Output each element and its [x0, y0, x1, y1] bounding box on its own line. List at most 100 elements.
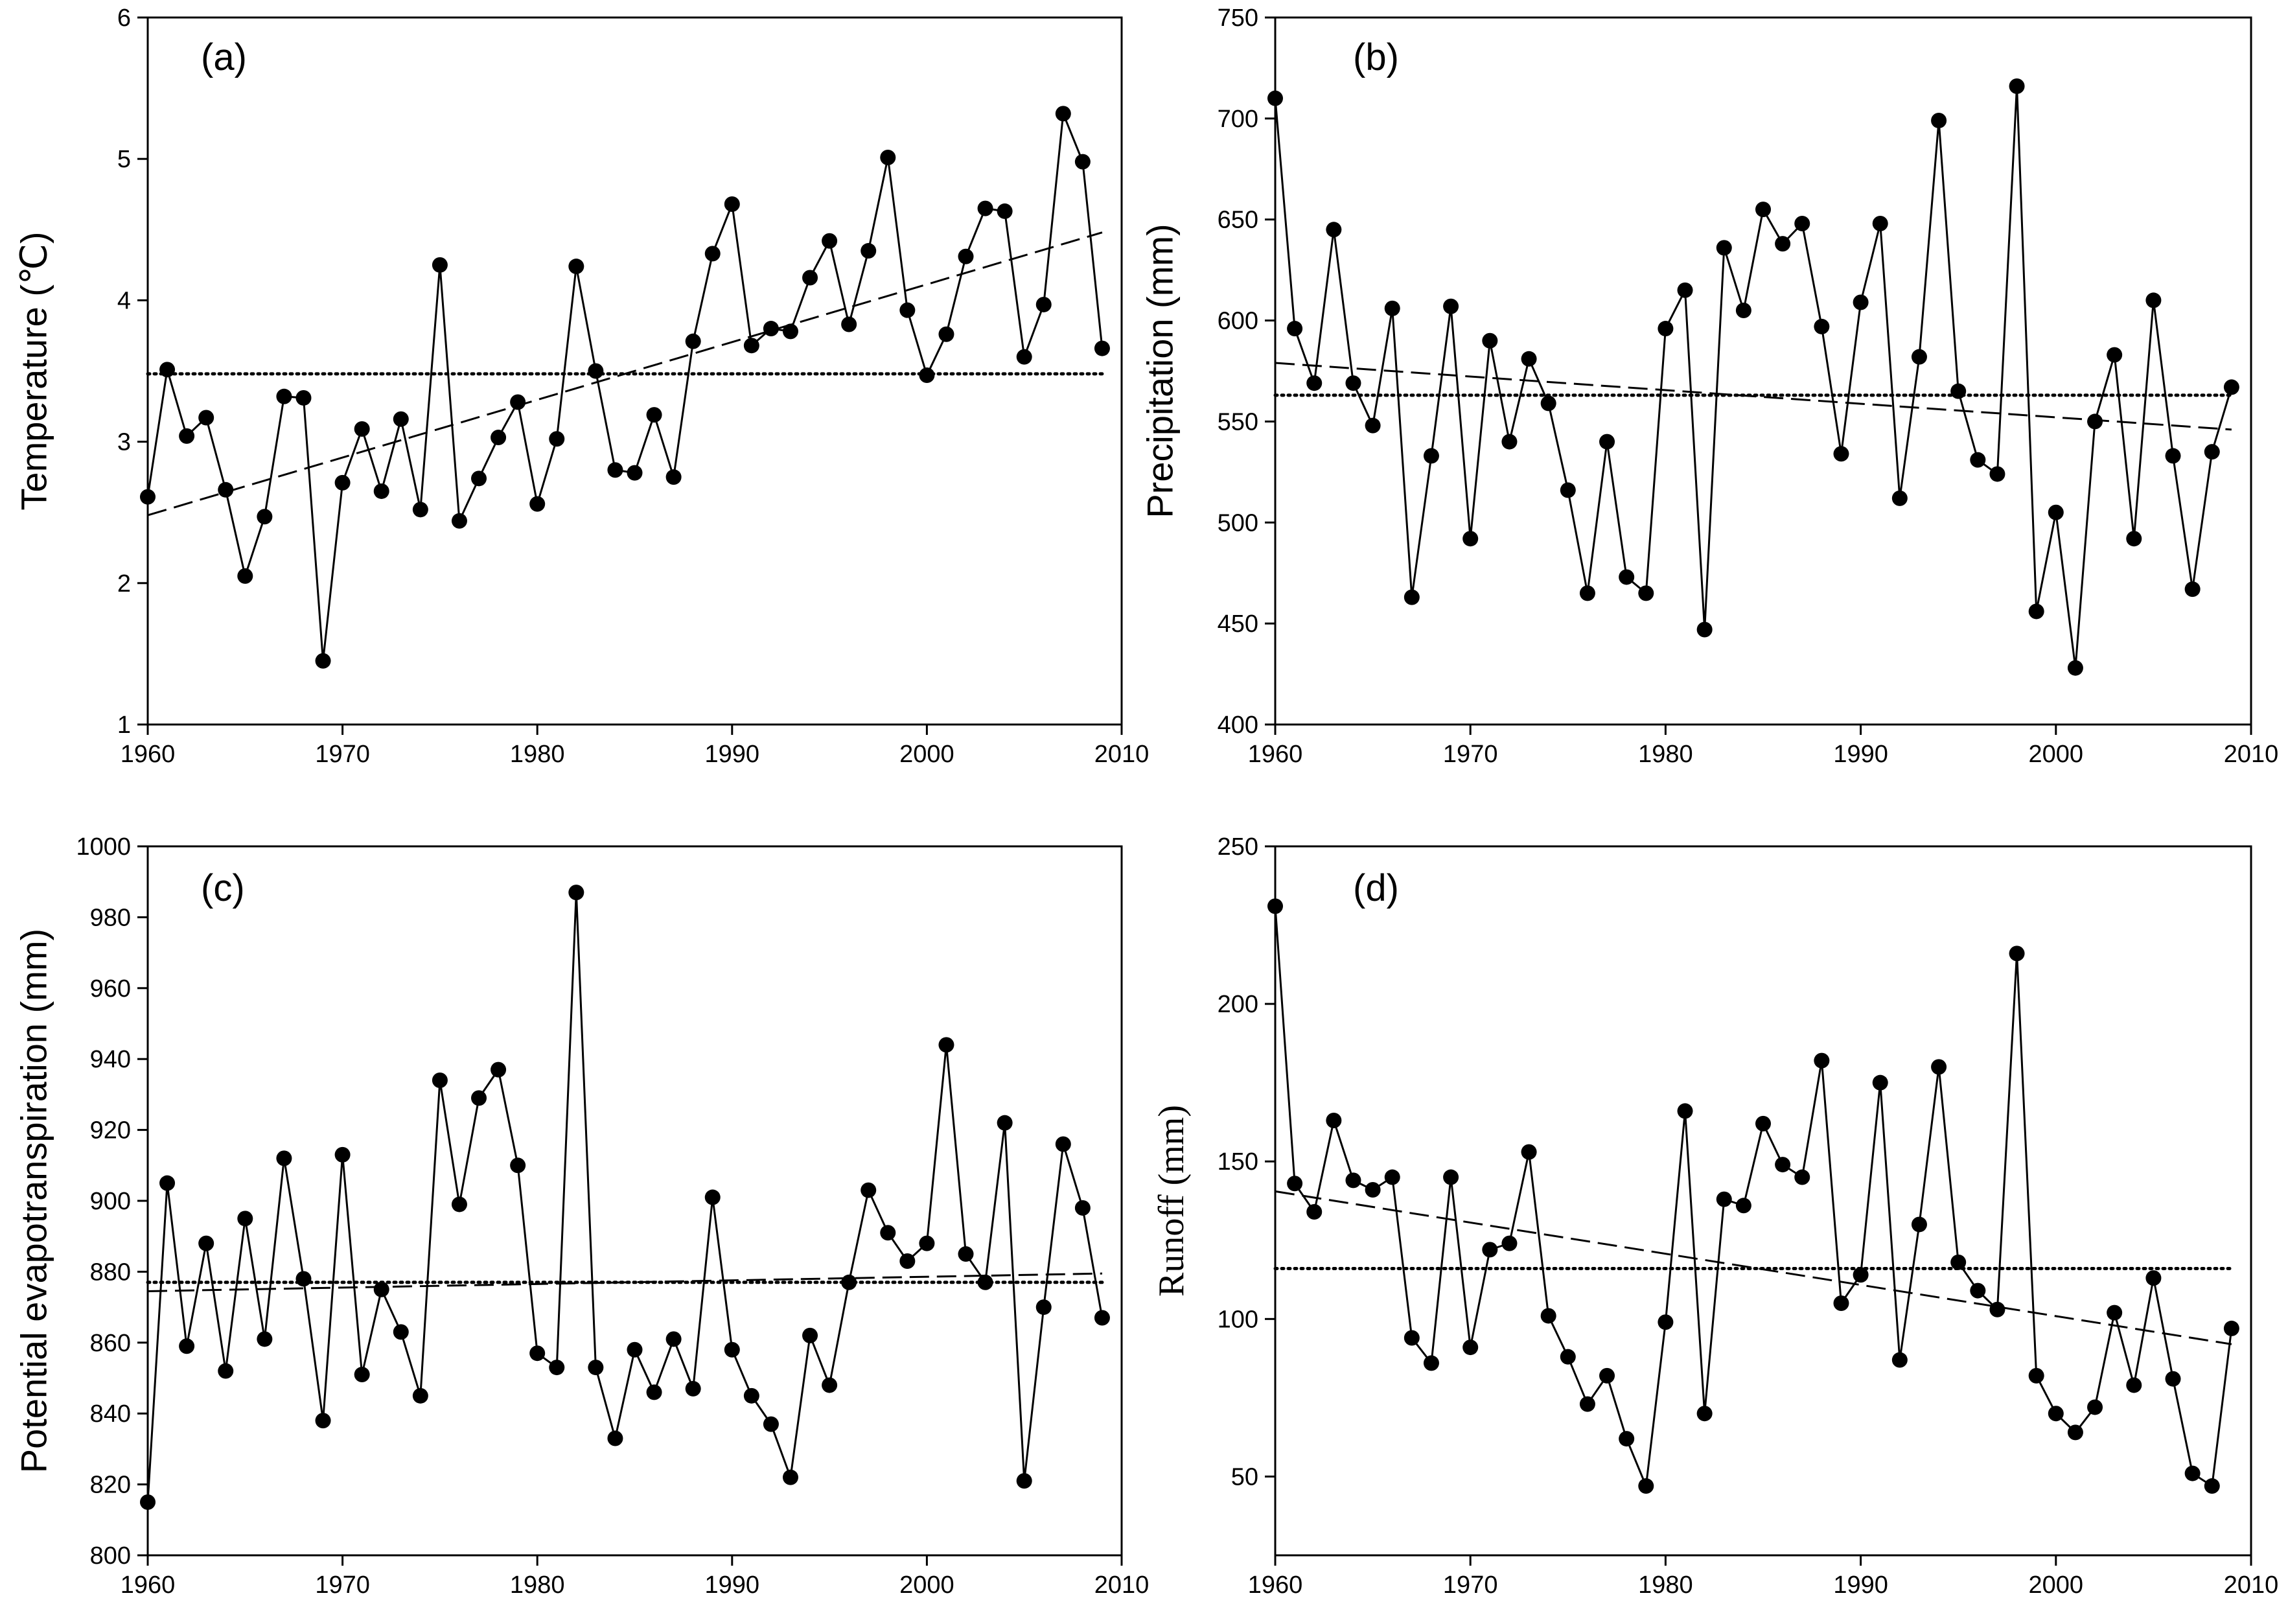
- x-tick-label: 1980: [1638, 741, 1693, 768]
- data-point: [1404, 1330, 1420, 1346]
- data-point: [1931, 112, 1947, 128]
- data-point: [1016, 349, 1032, 365]
- data-point: [704, 1189, 721, 1205]
- data-point: [1443, 1169, 1459, 1185]
- x-tick-label: 2010: [1094, 1572, 1150, 1599]
- data-point: [899, 302, 916, 318]
- data-point: [861, 243, 877, 259]
- data-point: [861, 1182, 877, 1198]
- panel-label: (b): [1353, 36, 1399, 78]
- x-tick-label: 2010: [2224, 741, 2279, 768]
- data-point: [2028, 1367, 2044, 1384]
- data-point: [1931, 1059, 1947, 1075]
- data-point: [1482, 1242, 1498, 1258]
- data-point: [1696, 621, 1713, 638]
- data-point: [1833, 446, 1849, 462]
- data-point: [276, 388, 292, 404]
- data-point: [159, 1175, 176, 1191]
- trend-line: [147, 1272, 1102, 1292]
- data-point: [607, 1430, 623, 1446]
- data-point: [1521, 1144, 1537, 1160]
- data-point: [218, 481, 234, 498]
- data-point: [1345, 1172, 1361, 1189]
- data-point: [1716, 1191, 1732, 1207]
- y-tick-label: 650: [1218, 207, 1258, 234]
- data-point: [1287, 1176, 1303, 1192]
- data-point: [1501, 434, 1518, 450]
- data-point: [510, 1157, 526, 1174]
- data-point: [997, 1115, 1013, 1131]
- plot-frame: [1274, 16, 2252, 726]
- data-point: [822, 1377, 838, 1393]
- data-point: [1055, 1136, 1071, 1152]
- x-tick-label: 1990: [705, 741, 760, 768]
- data-point: [1074, 1200, 1091, 1216]
- y-tick-label: 1000: [76, 833, 131, 861]
- y-tick-label: 4: [117, 287, 131, 314]
- y-tick-label: 150: [1218, 1148, 1258, 1176]
- data-point: [2184, 581, 2201, 597]
- panel-label: (d): [1353, 867, 1399, 909]
- data-point: [412, 502, 428, 518]
- data-point: [2028, 603, 2044, 620]
- data-point: [237, 568, 253, 584]
- data-point: [1989, 1301, 2005, 1317]
- data-point: [1345, 375, 1361, 391]
- series-line: [1274, 86, 2233, 668]
- data-point: [2204, 1478, 2220, 1494]
- data-point: [1482, 332, 1498, 349]
- data-point: [1365, 417, 1381, 434]
- data-point: [1404, 589, 1420, 605]
- data-point: [1306, 1204, 1323, 1220]
- data-point: [1016, 1473, 1032, 1489]
- data-point: [1094, 1310, 1110, 1326]
- data-point: [276, 1150, 292, 1166]
- data-point: [354, 1367, 370, 1383]
- data-point: [880, 150, 896, 166]
- data-point: [782, 1469, 798, 1485]
- data-point: [2184, 1465, 2201, 1481]
- data-point: [704, 246, 721, 262]
- data-point: [1035, 296, 1052, 312]
- data-point: [724, 1341, 740, 1358]
- data-point: [1833, 1295, 1849, 1312]
- panel-label: (c): [201, 867, 245, 909]
- data-point: [1579, 1396, 1595, 1412]
- data-point: [977, 200, 993, 216]
- data-point: [334, 474, 351, 491]
- data-point: [1638, 585, 1654, 601]
- data-point: [2048, 1406, 2064, 1422]
- x-tick-label: 1970: [1443, 741, 1498, 768]
- data-point: [451, 1196, 467, 1212]
- y-tick-label: 200: [1218, 991, 1258, 1018]
- data-point: [491, 430, 507, 446]
- data-point: [549, 1360, 565, 1376]
- data-point: [841, 316, 857, 332]
- x-tick-label: 2010: [1094, 741, 1150, 768]
- x-tick-label: 1970: [1443, 1572, 1498, 1599]
- y-axis-label: Runoff (mm): [1151, 1105, 1192, 1297]
- data-point: [938, 1037, 954, 1053]
- data-point: [1287, 321, 1303, 337]
- data-point: [938, 326, 954, 342]
- data-point: [471, 470, 487, 487]
- data-point: [588, 1360, 604, 1376]
- y-tick-label: 920: [90, 1117, 131, 1144]
- data-point: [627, 1341, 643, 1358]
- data-point: [1599, 434, 1615, 450]
- data-point: [451, 513, 467, 529]
- x-tick-label: 1990: [1833, 741, 1888, 768]
- plot-frame: [1274, 845, 2252, 1557]
- data-point: [549, 431, 565, 447]
- data-point: [977, 1274, 993, 1290]
- x-tick-label: 1960: [1248, 741, 1303, 768]
- data-point: [432, 257, 448, 273]
- data-point: [802, 270, 818, 286]
- data-point: [2087, 1399, 2103, 1415]
- data-point: [1638, 1478, 1654, 1494]
- data-point: [1560, 1349, 1576, 1365]
- data-point: [1055, 106, 1071, 122]
- y-tick-label: 550: [1218, 408, 1258, 435]
- data-point: [1326, 222, 1342, 238]
